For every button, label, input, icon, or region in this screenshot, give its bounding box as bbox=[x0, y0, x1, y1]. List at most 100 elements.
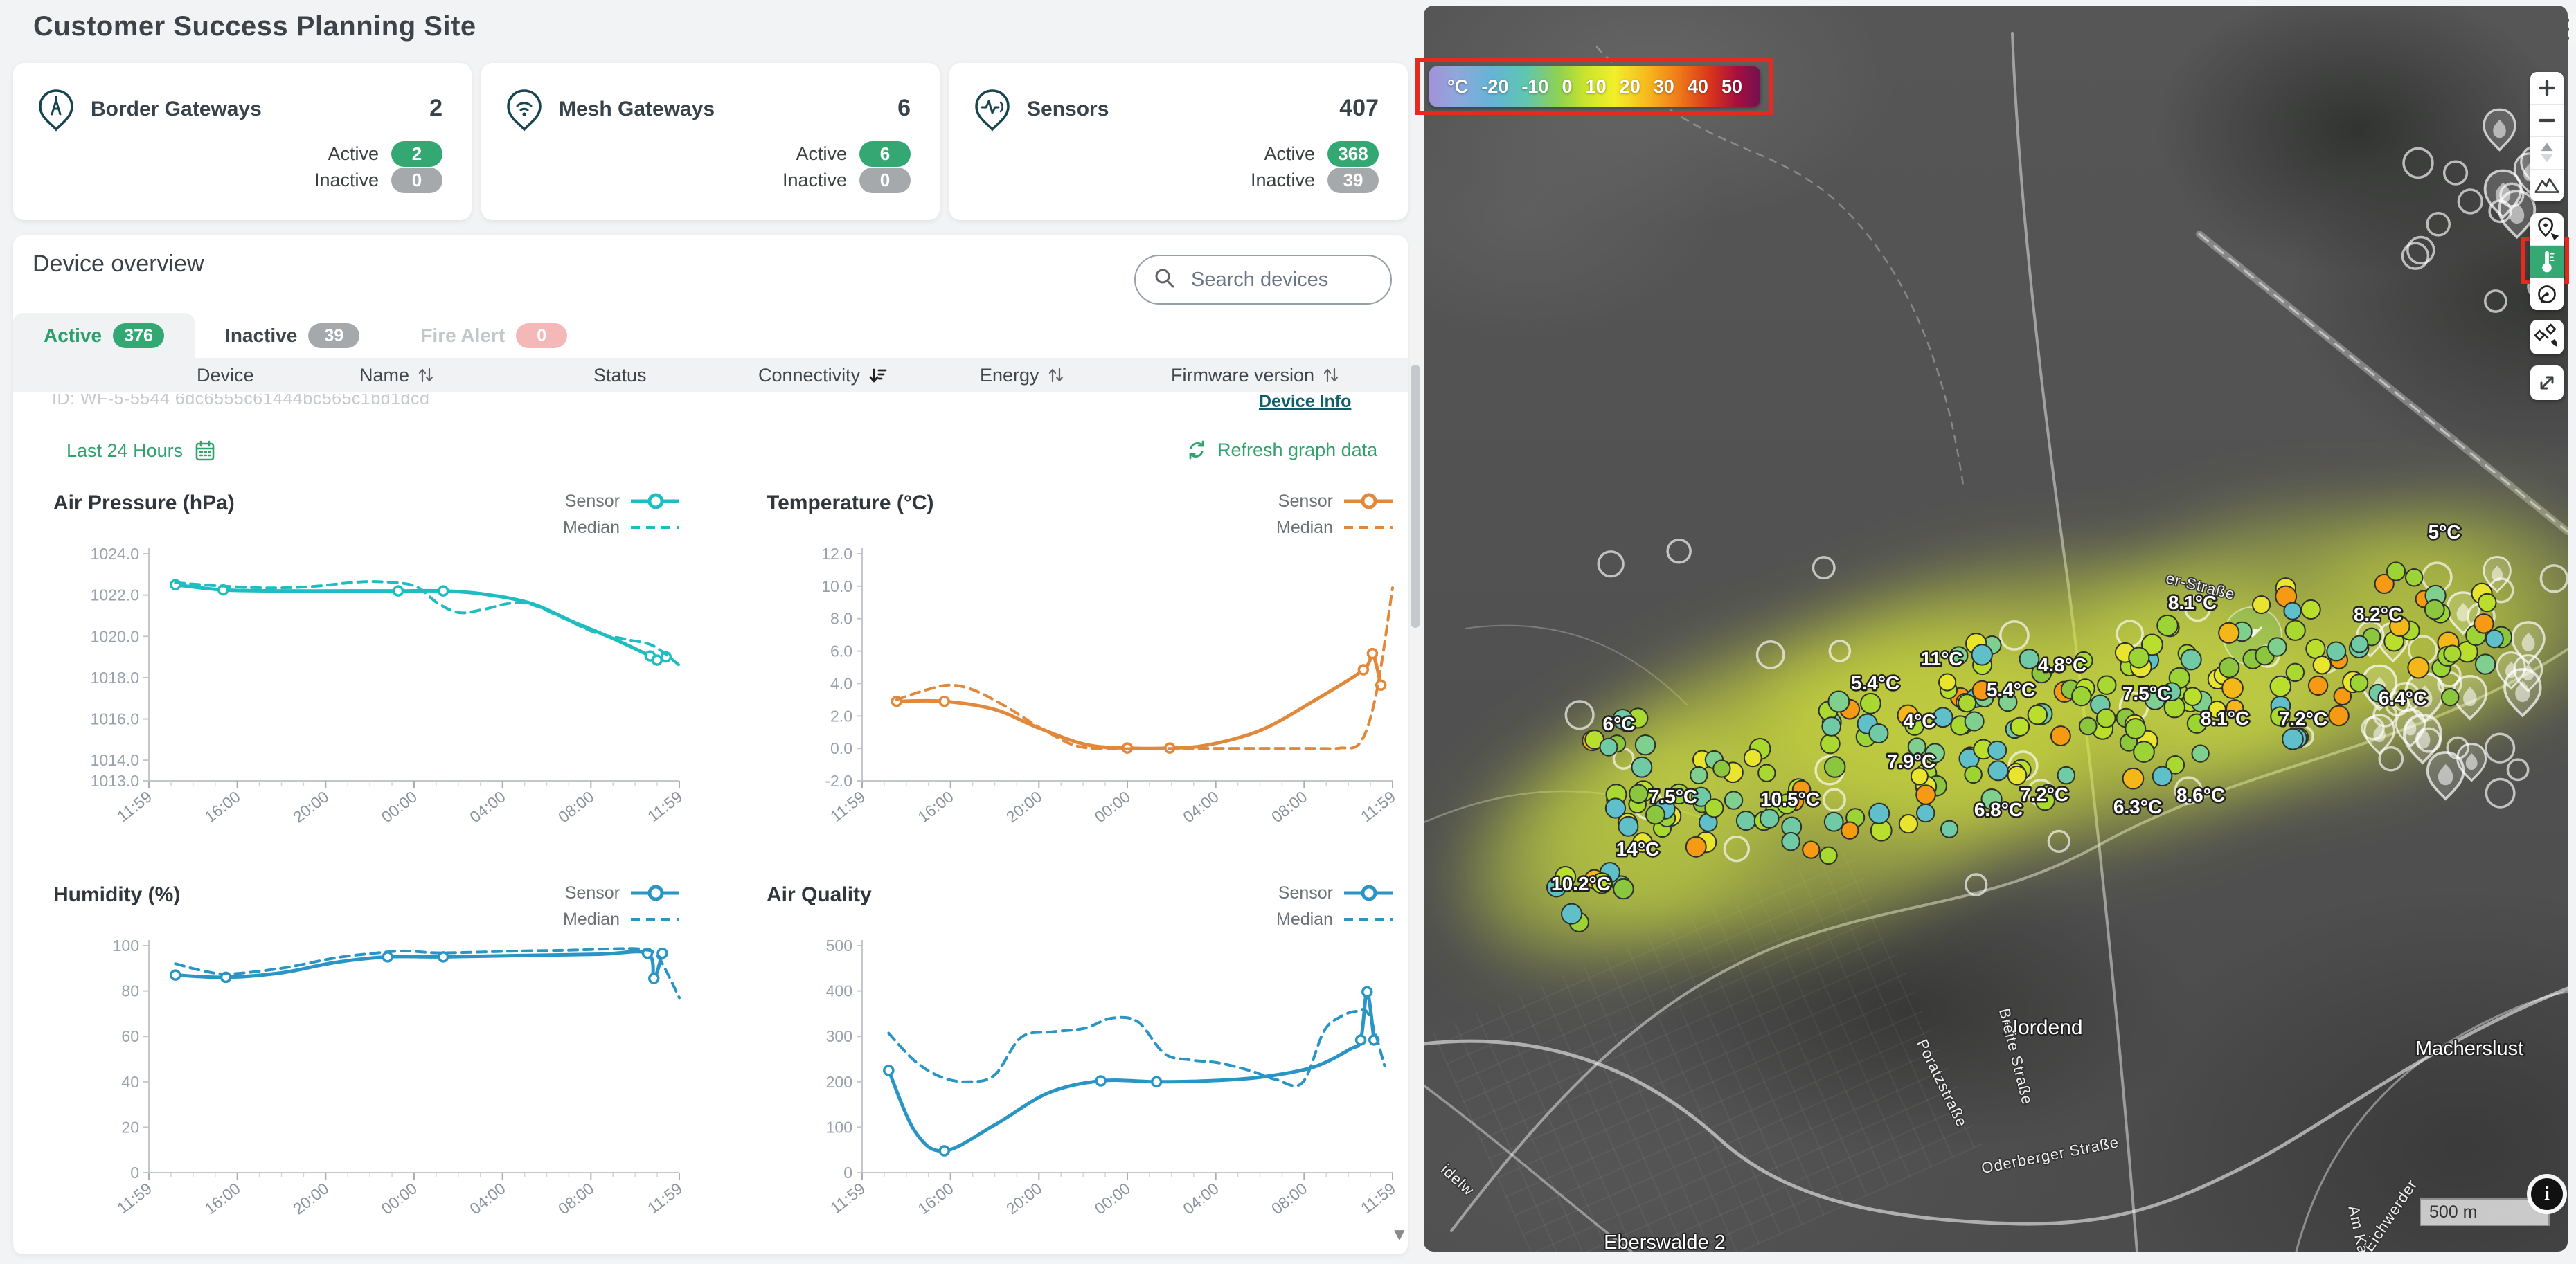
search-input[interactable] bbox=[1190, 267, 1372, 292]
svg-text:11:59: 11:59 bbox=[644, 787, 686, 825]
col-connectivity[interactable]: Connectivity bbox=[758, 358, 888, 392]
map-attribution-info-button[interactable]: i bbox=[2531, 1178, 2563, 1210]
svg-text:8.6°C: 8.6°C bbox=[2176, 784, 2225, 806]
thermometer-button[interactable] bbox=[2530, 245, 2564, 278]
svg-text:Temperature (°C): Temperature (°C) bbox=[767, 491, 933, 514]
svg-text:11:59: 11:59 bbox=[1357, 787, 1399, 825]
site-map[interactable]: 6°C 7.5°C 14°C 10.2°C 10.5°C 4°C 7.9°C 5.4°C 11°… bbox=[1424, 6, 2568, 1252]
svg-text:40: 40 bbox=[121, 1073, 139, 1091]
svg-text:11:59: 11:59 bbox=[827, 787, 868, 825]
card-total: 6 bbox=[897, 95, 911, 121]
svg-text:16:00: 16:00 bbox=[201, 1179, 243, 1218]
svg-text:Eberswalde 2: Eberswalde 2 bbox=[1604, 1231, 1726, 1252]
clipped-device-row: ID: WF-5-5544 6dc6555c61444bc565c1bd1dcd bbox=[52, 394, 430, 408]
svg-text:60: 60 bbox=[121, 1027, 139, 1045]
card-label: Border Gateways bbox=[91, 98, 262, 120]
svg-text:20:00: 20:00 bbox=[289, 787, 332, 826]
search-devices-box[interactable] bbox=[1134, 255, 1392, 305]
svg-text:1016.0: 1016.0 bbox=[91, 710, 139, 728]
card-sensors[interactable]: Sensors 407 Active 368 Inactive 39 bbox=[949, 63, 1408, 220]
card-total: 407 bbox=[1339, 95, 1379, 121]
svg-text:idelw: idelw bbox=[1438, 1161, 1478, 1199]
map-layer-controls bbox=[2530, 213, 2564, 310]
svg-text:200: 200 bbox=[826, 1073, 852, 1091]
svg-text:300: 300 bbox=[826, 1027, 852, 1045]
tab-active-badge: 376 bbox=[113, 323, 165, 348]
svg-text:08:00: 08:00 bbox=[555, 1179, 597, 1218]
svg-text:8.2°C: 8.2°C bbox=[2354, 604, 2402, 625]
svg-text:00:00: 00:00 bbox=[378, 787, 420, 826]
card-mesh-gateways[interactable]: Mesh Gateways 6 Active 6 Inactive 0 bbox=[481, 63, 940, 220]
tab-active[interactable]: Active 376 bbox=[13, 313, 195, 359]
location-pin-button[interactable] bbox=[2530, 213, 2564, 245]
svg-text:11:59: 11:59 bbox=[644, 1179, 686, 1217]
svg-text:100: 100 bbox=[113, 937, 139, 955]
col-firmware[interactable]: Firmware version bbox=[1171, 358, 1341, 392]
card-border-gateways[interactable]: Border Gateways 2 Active 2 Inactive 0 bbox=[13, 63, 472, 220]
device-overview-panel bbox=[13, 235, 1408, 1254]
satellite-button[interactable] bbox=[2530, 320, 2564, 354]
svg-text:7.2°C: 7.2°C bbox=[2020, 784, 2068, 805]
svg-text:10.2°C: 10.2°C bbox=[1551, 873, 1611, 894]
svg-text:20: 20 bbox=[121, 1118, 139, 1136]
temperature-color-legend: °C -20 -10 0 10 20 30 40 50 bbox=[1429, 66, 1760, 107]
svg-text:8.0: 8.0 bbox=[830, 610, 852, 628]
svg-text:Oderberger Straße: Oderberger Straße bbox=[1980, 1133, 2120, 1177]
svg-text:20:00: 20:00 bbox=[1003, 787, 1045, 826]
svg-text:5°C: 5°C bbox=[2429, 521, 2461, 543]
svg-text:Poratzstraße: Poratzstraße bbox=[1913, 1036, 1971, 1130]
col-energy[interactable]: Energy bbox=[980, 358, 1066, 392]
card-active-row: Active 2 bbox=[328, 141, 442, 167]
cyclone-button[interactable] bbox=[2530, 278, 2564, 310]
device-tabs: Active 376 Inactive 39 Fire Alert 0 bbox=[13, 313, 598, 359]
device-info-link[interactable]: Device Info bbox=[1259, 392, 1352, 411]
svg-text:04:00: 04:00 bbox=[466, 787, 508, 826]
svg-text:0: 0 bbox=[130, 1164, 139, 1182]
sort-icon bbox=[1048, 368, 1063, 383]
terrain-button[interactable] bbox=[2530, 169, 2564, 201]
svg-text:Macherslust: Macherslust bbox=[2415, 1038, 2523, 1060]
page-title: Customer Success Planning Site bbox=[33, 11, 476, 42]
svg-text:14°C: 14°C bbox=[1616, 838, 1660, 860]
col-name[interactable]: Name bbox=[359, 358, 436, 392]
svg-text:Median: Median bbox=[1276, 518, 1333, 537]
search-icon bbox=[1152, 266, 1177, 294]
wifi-pin-icon bbox=[505, 88, 544, 132]
card-total: 2 bbox=[429, 95, 442, 121]
svg-text:1020.0: 1020.0 bbox=[91, 627, 139, 645]
map-scale-bar: 500 m bbox=[2420, 1198, 2550, 1226]
tab-fire-alert-badge: 0 bbox=[516, 323, 568, 348]
svg-text:12.0: 12.0 bbox=[821, 545, 852, 563]
tab-inactive-badge: 39 bbox=[308, 323, 360, 348]
tilt-button[interactable] bbox=[2530, 136, 2564, 169]
svg-text:00:00: 00:00 bbox=[378, 1179, 420, 1218]
tab-fire-alert[interactable]: Fire Alert 0 bbox=[390, 313, 598, 359]
svg-text:00:00: 00:00 bbox=[1091, 1179, 1134, 1218]
time-range-selector[interactable]: Last 24 Hours bbox=[66, 439, 216, 462]
zoom-out-button[interactable] bbox=[2530, 104, 2564, 136]
scroll-down-icon[interactable]: ▼ bbox=[1390, 1224, 1408, 1245]
svg-text:6.8°C: 6.8°C bbox=[1974, 799, 2023, 820]
svg-text:8.1°C: 8.1°C bbox=[2168, 592, 2217, 613]
temperature-chart: Temperature (°C) Sensor Median 12.0 10.0 8.0 6… bbox=[767, 491, 1399, 826]
card-label: Mesh Gateways bbox=[559, 98, 715, 120]
zoom-in-button[interactable] bbox=[2530, 72, 2564, 104]
refresh-graph-button[interactable]: Refresh graph data bbox=[1186, 439, 1377, 461]
svg-text:Median: Median bbox=[563, 910, 620, 929]
panel-scrollbar-thumb[interactable] bbox=[1411, 365, 1420, 628]
tab-inactive[interactable]: Inactive 39 bbox=[195, 313, 390, 359]
card-inactive-row: Inactive 39 bbox=[1251, 167, 1379, 193]
fullscreen-button[interactable] bbox=[2530, 365, 2564, 400]
svg-text:16:00: 16:00 bbox=[201, 787, 243, 826]
svg-text:7.2°C: 7.2°C bbox=[2279, 708, 2327, 730]
sort-icon bbox=[418, 368, 433, 383]
svg-text:7.5°C: 7.5°C bbox=[1649, 786, 1697, 807]
col-status: Status bbox=[593, 364, 647, 386]
svg-text:4°C: 4°C bbox=[1904, 710, 1936, 732]
active-count-badge: 6 bbox=[859, 141, 911, 167]
svg-text:11:59: 11:59 bbox=[827, 1179, 868, 1217]
active-count-badge: 368 bbox=[1327, 141, 1379, 167]
svg-text:Sensor: Sensor bbox=[1278, 491, 1333, 511]
active-count-badge: 2 bbox=[391, 141, 442, 167]
